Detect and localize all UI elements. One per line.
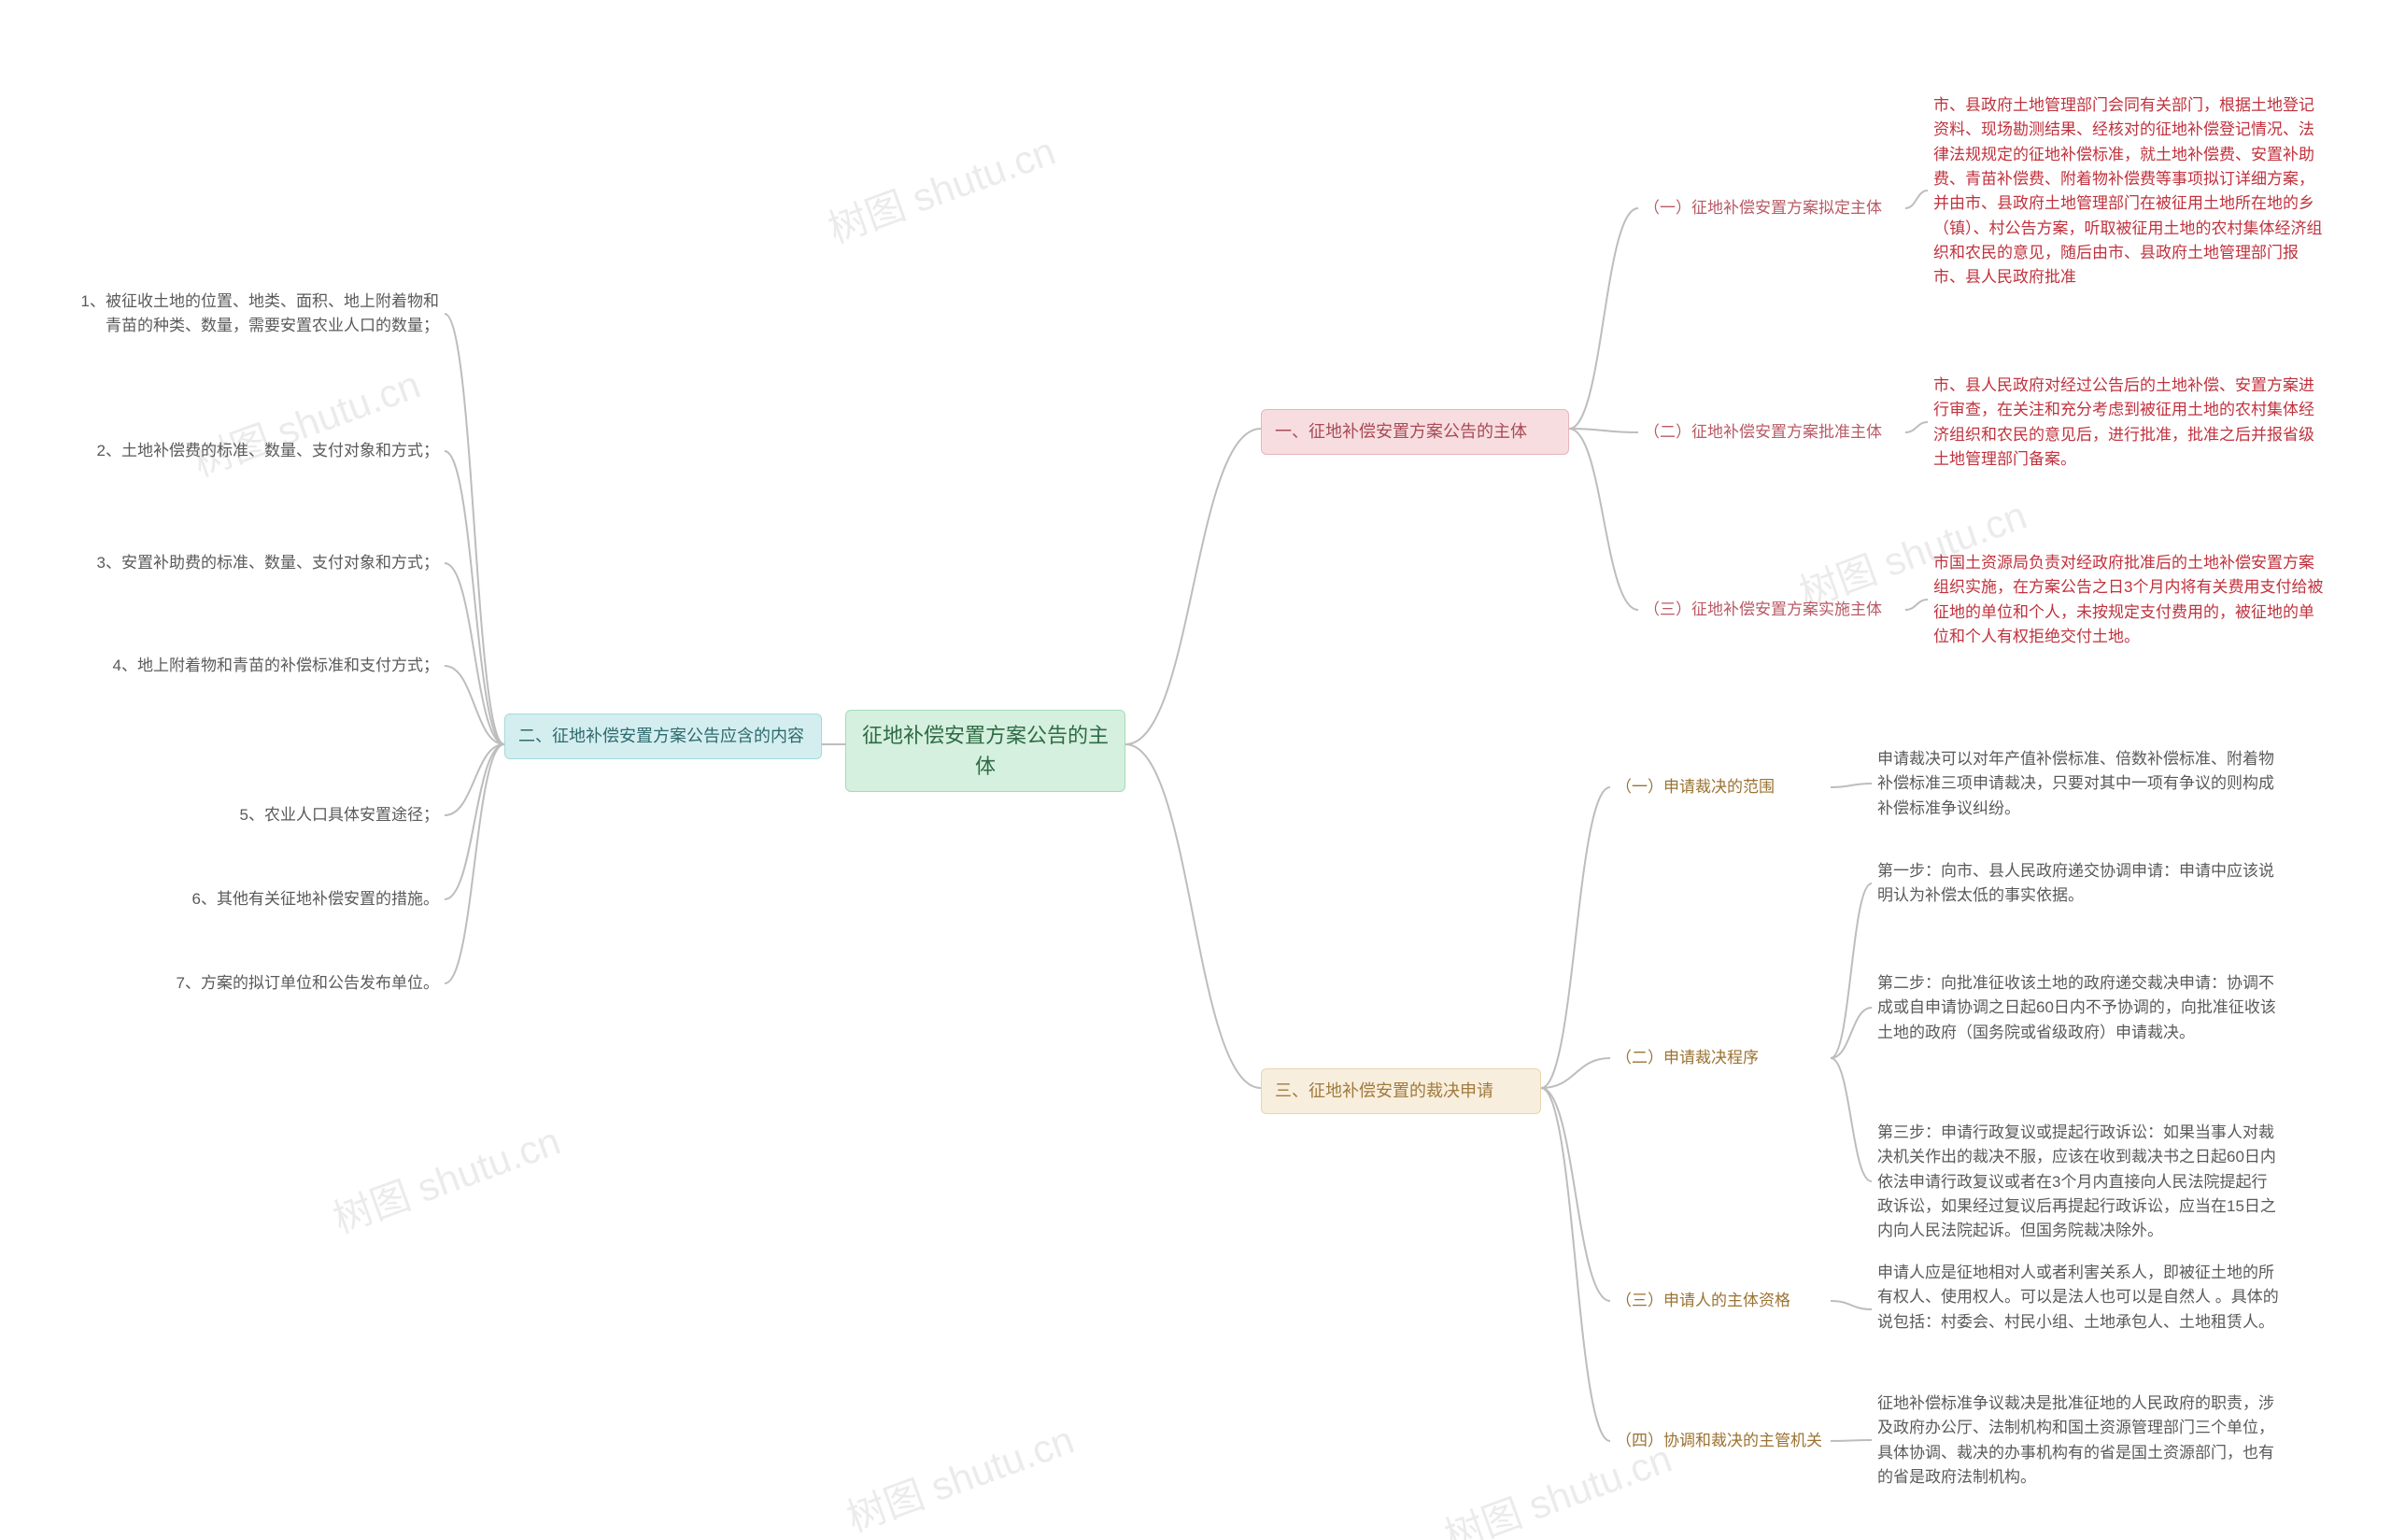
- section-1-leaf: 市国土资源局负责对经政府批准后的土地补偿安置方案组织实施，在方案公告之日3个月内…: [1933, 551, 2326, 649]
- section-2-item: 2、土地补偿费的标准、数量、支付对象和方式；: [65, 439, 439, 463]
- section-3-child[interactable]: （一）申请裁决的范围: [1616, 775, 1831, 799]
- section-3-leaf: 第三步：申请行政复议或提起行政诉讼：如果当事人对裁决机关作出的裁决不服，应该在收…: [1877, 1121, 2279, 1244]
- section-2-item: 6、其他有关征地补偿安置的措施。: [65, 887, 439, 911]
- section-2-item: 3、安置补助费的标准、数量、支付对象和方式；: [65, 551, 439, 575]
- watermark: 树图 shutu.cn: [819, 120, 1062, 254]
- section-3-leaf: 征地补偿标准争议裁决是批准征地的人民政府的职责，涉及政府办公厅、法制机构和国土资…: [1877, 1392, 2279, 1490]
- section-1-leaf: 市、县人民政府对经过公告后的土地补偿、安置方案进行审查，在关注和充分考虑到被征用…: [1933, 374, 2326, 472]
- section-3-leaf: 申请人应是征地相对人或者利害关系人，即被征土地的所有权人、使用权人。可以是法人也…: [1877, 1261, 2279, 1335]
- section-1-node[interactable]: 一、征地补偿安置方案公告的主体: [1261, 409, 1569, 455]
- watermark: 树图 shutu.cn: [838, 1408, 1081, 1540]
- section-1-leaf: 市、县政府土地管理部门会同有关部门，根据土地登记资料、现场勘测结果、经核对的征地…: [1933, 93, 2326, 290]
- watermark: 树图 shutu.cn: [324, 1109, 567, 1244]
- section-3-leaf: 第一步：向市、县人民政府递交协调申请：申请中应该说明认为补偿太低的事实依据。: [1877, 859, 2279, 909]
- section-1-child[interactable]: （一）征地补偿安置方案拟定主体: [1644, 196, 1905, 220]
- section-3-child[interactable]: （二）申请裁决程序: [1616, 1046, 1831, 1070]
- section-2-item: 5、农业人口具体安置途径；: [65, 803, 439, 827]
- section-3-node[interactable]: 三、征地补偿安置的裁决申请: [1261, 1068, 1541, 1114]
- section-3-child[interactable]: （四）协调和裁决的主管机关: [1616, 1429, 1831, 1453]
- section-2-item: 4、地上附着物和青苗的补偿标准和支付方式；: [65, 654, 439, 678]
- section-1-child[interactable]: （三）征地补偿安置方案实施主体: [1644, 598, 1905, 622]
- watermark: 树图 shutu.cn: [184, 353, 427, 487]
- section-3-leaf: 申请裁决可以对年产值补偿标准、倍数补偿标准、附着物补偿标准三项申请裁决，只要对其…: [1877, 747, 2279, 821]
- section-1-child[interactable]: （二）征地补偿安置方案批准主体: [1644, 420, 1905, 445]
- root-node[interactable]: 征地补偿安置方案公告的主体: [845, 710, 1125, 792]
- section-2-item: 1、被征收土地的位置、地类、面积、地上附着物和青苗的种类、数量，需要安置农业人口…: [65, 290, 439, 339]
- section-2-node[interactable]: 二、征地补偿安置方案公告应含的内容: [504, 713, 822, 759]
- section-3-child[interactable]: （三）申请人的主体资格: [1616, 1289, 1831, 1313]
- section-3-leaf: 第二步：向批准征收该土地的政府递交裁决申请：协调不成或自申请协调之日起60日内不…: [1877, 971, 2279, 1045]
- section-2-item: 7、方案的拟订单位和公告发布单位。: [65, 971, 439, 996]
